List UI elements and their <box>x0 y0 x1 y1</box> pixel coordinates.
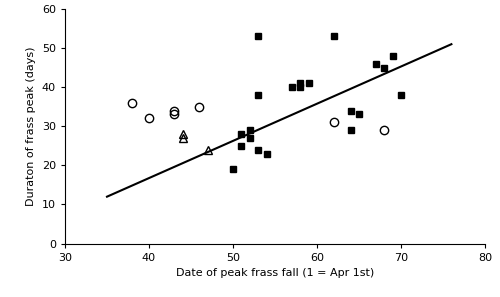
Y-axis label: Duraton of frass peak (days): Duraton of frass peak (days) <box>26 46 36 206</box>
X-axis label: Date of peak frass fall (1 = Apr 1st): Date of peak frass fall (1 = Apr 1st) <box>176 268 374 278</box>
